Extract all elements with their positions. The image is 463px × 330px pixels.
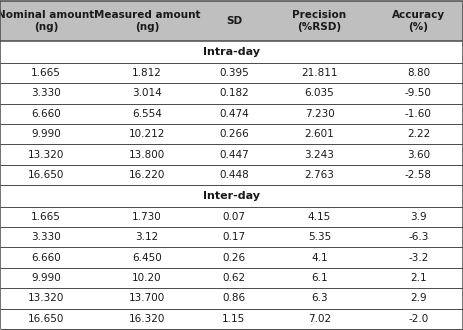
Text: 3.60: 3.60 (407, 149, 430, 160)
Text: 3.330: 3.330 (31, 232, 61, 242)
Text: Accuracy
(%): Accuracy (%) (392, 10, 445, 32)
Text: 6.660: 6.660 (31, 109, 61, 119)
Text: 1.15: 1.15 (222, 314, 245, 324)
Text: 7.02: 7.02 (308, 314, 331, 324)
Text: 0.17: 0.17 (222, 232, 245, 242)
Text: 6.3: 6.3 (311, 293, 328, 303)
Text: 9.990: 9.990 (31, 129, 61, 139)
Text: 8.80: 8.80 (407, 68, 430, 78)
Text: 2.763: 2.763 (305, 170, 334, 180)
Text: 3.014: 3.014 (132, 88, 162, 98)
Bar (0, 288, 463, 309)
Text: 0.07: 0.07 (222, 212, 245, 222)
Text: -9.50: -9.50 (405, 88, 432, 98)
Bar (0, 165, 463, 185)
Text: 0.448: 0.448 (219, 170, 249, 180)
Text: 0.395: 0.395 (219, 68, 249, 78)
Bar (0, 1, 463, 42)
Text: 2.601: 2.601 (305, 129, 334, 139)
Bar (0, 124, 463, 145)
Text: -2.0: -2.0 (408, 314, 429, 324)
Text: 1.665: 1.665 (31, 68, 61, 78)
Text: 9.990: 9.990 (31, 273, 61, 283)
Bar (0, 83, 463, 104)
Text: 3.330: 3.330 (31, 88, 61, 98)
Text: 2.9: 2.9 (410, 293, 427, 303)
Text: 6.554: 6.554 (132, 109, 162, 119)
Text: Nominal amount
(ng): Nominal amount (ng) (0, 10, 94, 32)
Text: 10.212: 10.212 (129, 129, 165, 139)
Text: Measured amount
(ng): Measured amount (ng) (94, 10, 200, 32)
Text: 3.243: 3.243 (305, 149, 334, 160)
Bar (0, 268, 463, 288)
Text: 0.447: 0.447 (219, 149, 249, 160)
Bar (0, 248, 463, 268)
Text: Precision
(%RSD): Precision (%RSD) (293, 10, 347, 32)
Text: 0.182: 0.182 (219, 88, 249, 98)
Text: Intra-day: Intra-day (203, 47, 260, 57)
Text: 16.320: 16.320 (129, 314, 165, 324)
Text: 3.12: 3.12 (136, 232, 159, 242)
Bar (0, 104, 463, 124)
Text: 2.1: 2.1 (410, 273, 427, 283)
Text: -3.2: -3.2 (408, 252, 429, 263)
Text: 16.650: 16.650 (28, 170, 64, 180)
Text: 21.811: 21.811 (301, 68, 338, 78)
Text: 5.35: 5.35 (308, 232, 331, 242)
Text: 2.22: 2.22 (407, 129, 430, 139)
Bar (0, 145, 463, 165)
Text: 1.812: 1.812 (132, 68, 162, 78)
Text: 10.20: 10.20 (132, 273, 162, 283)
Text: 4.1: 4.1 (311, 252, 328, 263)
Text: 0.62: 0.62 (222, 273, 245, 283)
Text: 6.035: 6.035 (305, 88, 334, 98)
Text: 16.220: 16.220 (129, 170, 165, 180)
Text: Inter-day: Inter-day (203, 191, 260, 201)
Text: 13.320: 13.320 (28, 293, 64, 303)
Text: 16.650: 16.650 (28, 314, 64, 324)
Text: 6.1: 6.1 (311, 273, 328, 283)
Text: 7.230: 7.230 (305, 109, 334, 119)
Text: 6.660: 6.660 (31, 252, 61, 263)
Text: 4.15: 4.15 (308, 212, 331, 222)
Bar (0, 185, 463, 207)
Bar (0, 63, 463, 83)
Text: -2.58: -2.58 (405, 170, 432, 180)
Text: SD: SD (226, 16, 242, 26)
Text: 0.474: 0.474 (219, 109, 249, 119)
Bar (0, 42, 463, 63)
Text: 0.86: 0.86 (222, 293, 245, 303)
Text: 1.730: 1.730 (132, 212, 162, 222)
Bar (0, 207, 463, 227)
Text: 0.26: 0.26 (222, 252, 245, 263)
Bar (0, 309, 463, 329)
Text: 13.800: 13.800 (129, 149, 165, 160)
Text: 0.266: 0.266 (219, 129, 249, 139)
Text: 13.320: 13.320 (28, 149, 64, 160)
Bar (0, 227, 463, 248)
Text: 13.700: 13.700 (129, 293, 165, 303)
Text: 1.665: 1.665 (31, 212, 61, 222)
Text: -1.60: -1.60 (405, 109, 432, 119)
Text: 6.450: 6.450 (132, 252, 162, 263)
Text: 3.9: 3.9 (410, 212, 427, 222)
Text: -6.3: -6.3 (408, 232, 429, 242)
